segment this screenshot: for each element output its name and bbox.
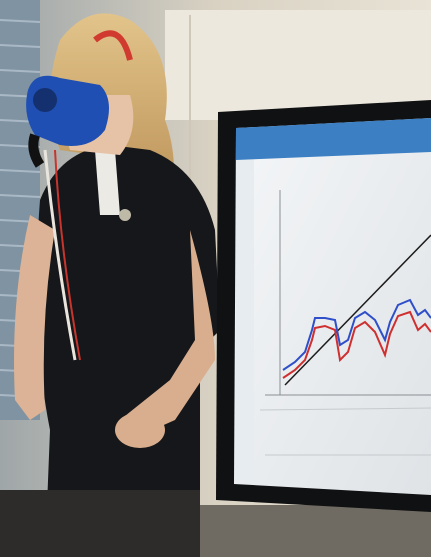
treadmill bbox=[0, 490, 200, 557]
sidebar bbox=[236, 160, 254, 480]
floor bbox=[200, 505, 431, 557]
monitor bbox=[216, 100, 431, 512]
photo bbox=[0, 0, 431, 557]
